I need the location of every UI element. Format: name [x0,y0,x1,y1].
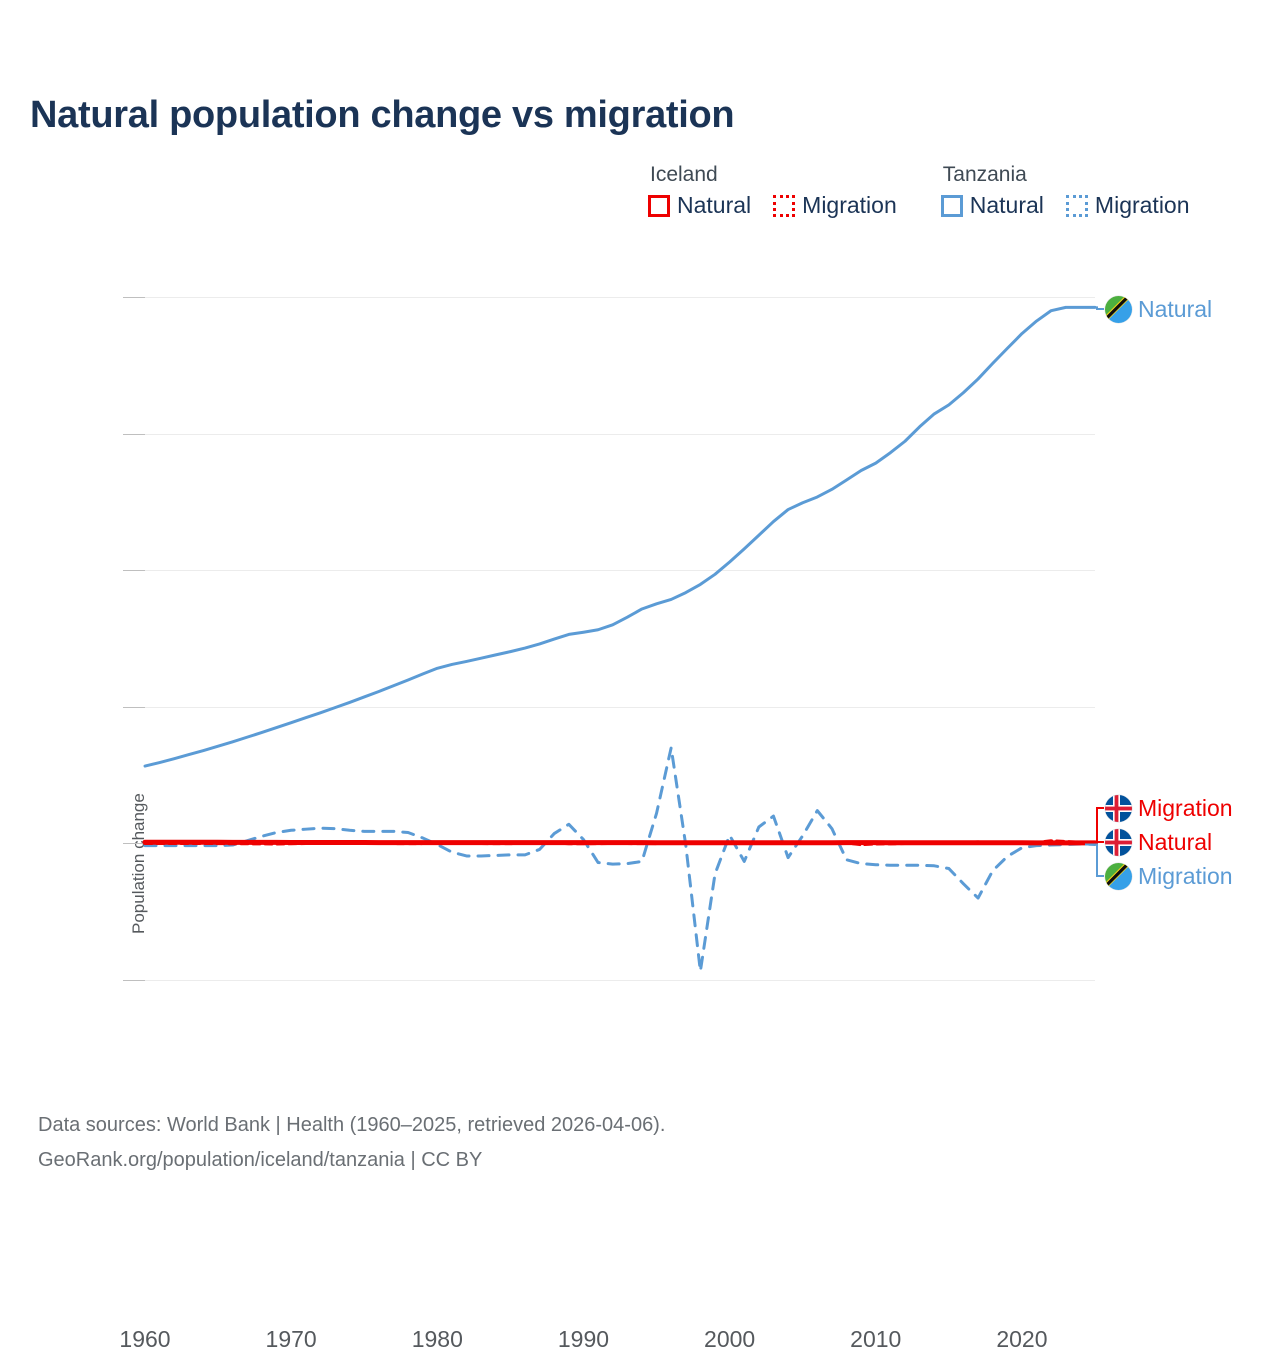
endpoint-label-tanzania-natural[interactable]: Natural [1105,296,1212,323]
y-tick-mark [123,980,145,981]
legend-item-tanzania-migration[interactable]: Migration [1065,192,1190,219]
endpoint-label-text: Migration [1138,795,1233,821]
x-tick-label: 1960 [119,1326,171,1352]
iceland-flag-icon [1105,795,1132,822]
legend-country-label: Tanzania [942,163,1027,186]
y-tick-mark [123,570,145,572]
legend-item-label: Natural [969,192,1044,218]
legend-item-tanzania-natural[interactable]: Natural [940,192,1044,219]
endpoint-label-text: Natural [1138,296,1213,322]
x-tick-label: 2000 [704,1326,756,1352]
x-tick-label: 1990 [557,1326,610,1352]
legend-item-iceland-migration[interactable]: Migration [773,192,897,219]
endpoint-label-text: Migration [1138,863,1233,889]
chart-root: Natural population change vs migration I… [30,94,1233,1352]
gridline [145,297,1095,298]
page-title: Natural population change vs migration [30,94,735,136]
y-tick-mark [123,297,145,298]
x-tick-label: 1980 [411,1326,463,1352]
square-outline-icon [940,194,963,217]
gridline [145,570,1095,572]
y-tick-mark [123,706,145,708]
gridline [145,706,1095,708]
legend-item-label: Natural [677,192,752,218]
series-lines [142,305,1098,973]
x-tick-label: 2010 [850,1326,902,1352]
legend-item-label: Migration [802,192,897,218]
legend-item-iceland-natural[interactable]: Natural [648,192,751,219]
plot-area: Population change 2M1.5M1M500K0-500K 196… [119,297,1098,1352]
series-line-tanzania-natural [143,305,1097,768]
chart-legend: Iceland Natural Migration Tanzania Natur… [648,163,1190,219]
endpoint-label-text: Natural [1138,829,1213,855]
series-line-iceland-natural [142,839,1098,846]
gridline [145,433,1095,435]
iceland-flag-icon [1105,829,1132,856]
tanzania-flag-icon [1105,863,1132,890]
tanzania-flag-icon [1105,296,1132,323]
x-tick-label: 1970 [265,1326,317,1352]
y-tick-mark [123,843,145,845]
square-dotted-icon [1065,194,1088,217]
legend-country-label: Iceland [650,163,718,186]
square-dotted-icon [773,194,796,217]
footer-line-sources: Data sources: World Bank | Health (1960–… [38,1114,666,1136]
x-tick-label: 2020 [996,1326,1048,1352]
endpoint-label-tanzania-migration[interactable]: Migration [1105,863,1233,890]
chart-footer: Data sources: World Bank | Health (1960–… [38,1108,665,1178]
y-tick-mark [123,433,145,435]
square-outline-icon [648,194,670,217]
legend-item-label: Migration [1094,192,1190,218]
endpoint-label-iceland-migration[interactable]: Migration [1105,795,1233,822]
gridline [145,980,1095,981]
footer-line-attribution: GeoRank.org/population/iceland/tanzania … [38,1149,483,1171]
series-line-tanzania-migration [143,746,1097,973]
legend-group-iceland: Iceland Natural Migration [648,163,897,219]
legend-group-tanzania: Tanzania Natural Migration [940,163,1190,219]
endpoint-label-iceland-natural[interactable]: Natural [1105,829,1212,856]
